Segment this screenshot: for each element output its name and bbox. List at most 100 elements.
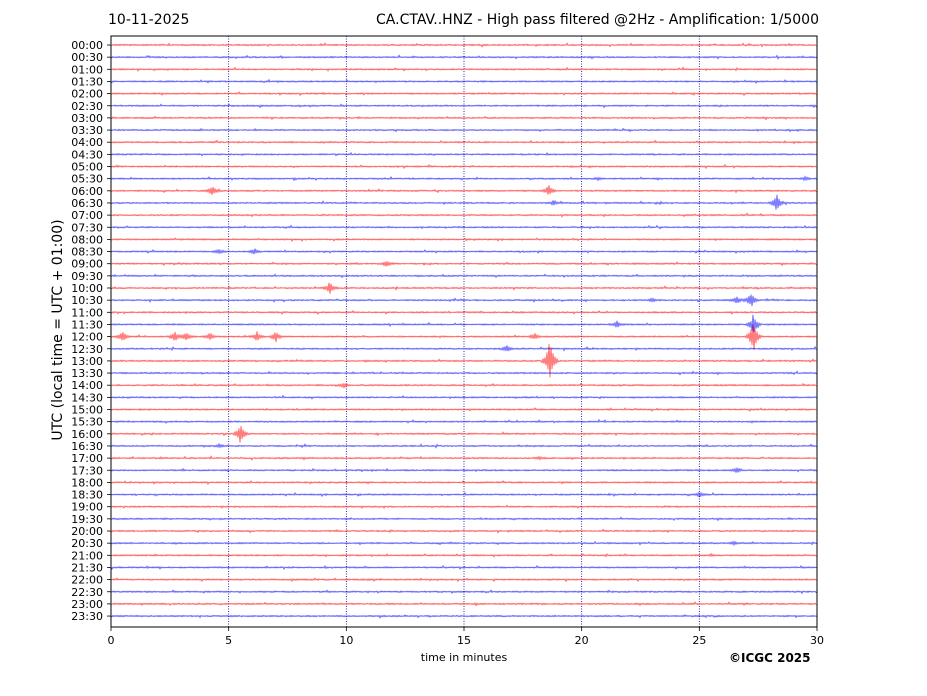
y-tick-label: 10:30 — [71, 294, 103, 307]
seismic-trace — [110, 540, 818, 547]
seismic-trace — [110, 528, 818, 534]
y-tick-label: 06:30 — [71, 197, 103, 210]
seismic-trace — [110, 455, 818, 461]
seismic-trace — [110, 66, 818, 72]
y-tick-label: 07:30 — [71, 221, 103, 234]
seismic-trace — [110, 589, 818, 595]
x-tick-label: 30 — [810, 634, 824, 647]
seismic-trace — [110, 394, 818, 400]
y-tick-label: 10:00 — [71, 282, 103, 295]
y-tick-label: 05:00 — [71, 161, 103, 174]
seismic-trace — [110, 480, 818, 486]
seismic-trace — [110, 103, 818, 109]
y-tick-label: 16:30 — [71, 440, 103, 453]
seismic-trace — [110, 91, 818, 97]
seismic-trace — [110, 151, 818, 157]
x-tick-label: 0 — [108, 634, 115, 647]
y-tick-label: 23:30 — [71, 610, 103, 623]
y-tick-label: 08:30 — [71, 246, 103, 259]
x-tick-label: 10 — [339, 634, 353, 647]
seismic-trace — [110, 418, 818, 424]
y-tick-label: 22:30 — [71, 586, 103, 599]
seismic-trace — [110, 614, 818, 619]
seismic-trace — [110, 467, 818, 473]
y-tick-label: 19:00 — [71, 501, 103, 514]
seismic-trace — [110, 407, 818, 412]
y-tick-label: 11:30 — [71, 318, 103, 331]
y-tick-label: 04:30 — [71, 148, 103, 161]
y-tick-label: 12:00 — [71, 331, 103, 344]
y-tick-label: 02:30 — [71, 100, 103, 113]
seismic-trace — [110, 370, 818, 376]
seismic-trace — [110, 314, 818, 333]
y-tick-label: 01:30 — [71, 75, 103, 88]
date-label: 10-11-2025 — [108, 12, 190, 28]
y-tick-label: 16:00 — [71, 428, 103, 441]
seismic-trace — [110, 425, 818, 443]
y-tick-label: 06:00 — [71, 185, 103, 198]
seismic-trace — [110, 343, 818, 378]
x-tick-label: 20 — [575, 634, 589, 647]
y-tick-label: 13:30 — [71, 367, 103, 380]
y-tick-label: 02:00 — [71, 88, 103, 101]
seismic-trace — [110, 115, 818, 121]
seismic-trace — [110, 491, 818, 498]
y-tick-label: 09:30 — [71, 270, 103, 283]
seismic-trace — [110, 212, 818, 218]
copyright-label: ©ICGC 2025 — [729, 651, 811, 665]
y-tick-label: 18:00 — [71, 476, 103, 489]
seismic-trace — [110, 248, 818, 255]
y-tick-label: 14:30 — [71, 391, 103, 404]
y-tick-label: 11:00 — [71, 306, 103, 319]
seismic-trace — [110, 442, 818, 449]
chart-title: CA.CTAV..HNZ - High pass filtered @2Hz -… — [376, 12, 819, 28]
y-tick-label: 14:00 — [71, 379, 103, 392]
y-tick-label: 12:30 — [71, 343, 103, 356]
y-tick-label: 09:00 — [71, 258, 103, 271]
y-tick-label: 05:30 — [71, 173, 103, 186]
y-tick-label: 15:00 — [71, 404, 103, 417]
y-tick-label: 23:00 — [71, 598, 103, 611]
seismic-trace — [110, 282, 818, 294]
y-tick-label: 17:00 — [71, 452, 103, 465]
y-tick-label: 18:30 — [71, 489, 103, 502]
y-tick-label: 03:00 — [71, 112, 103, 125]
seismic-trace — [110, 194, 818, 210]
seismic-trace — [110, 294, 818, 307]
seismic-trace — [110, 224, 818, 230]
y-tick-label: 03:30 — [71, 124, 103, 137]
seismic-trace — [110, 175, 818, 182]
y-tick-label: 00:00 — [71, 39, 103, 52]
y-tick-label: 20:30 — [71, 537, 103, 550]
seismic-trace — [110, 127, 818, 133]
y-tick-label: 01:00 — [71, 63, 103, 76]
seismic-trace — [110, 552, 818, 558]
y-tick-label: 15:30 — [71, 416, 103, 429]
y-tick-label: 07:00 — [71, 209, 103, 222]
y-tick-label: 13:00 — [71, 355, 103, 368]
y-tick-label: 17:30 — [71, 464, 103, 477]
x-axis-label: time in minutes — [420, 651, 508, 664]
y-tick-label: 19:30 — [71, 513, 103, 526]
seismic-trace — [110, 382, 818, 389]
seismic-trace — [110, 185, 818, 195]
seismic-trace — [110, 564, 818, 570]
seismic-trace — [110, 577, 818, 583]
y-tick-label: 21:00 — [71, 549, 103, 562]
y-tick-label: 00:30 — [71, 51, 103, 64]
y-tick-label: 08:00 — [71, 233, 103, 246]
seismic-trace — [110, 260, 818, 267]
y-tick-label: 20:00 — [71, 525, 103, 538]
y-tick-label: 22:00 — [71, 574, 103, 587]
y-axis-label: UTC (local time = UTC + 01:00) — [50, 219, 66, 441]
seismic-trace — [110, 516, 818, 522]
seismic-trace — [110, 237, 818, 243]
seismic-trace — [110, 42, 818, 48]
x-tick-label: 5 — [225, 634, 232, 647]
y-tick-label: 21:30 — [71, 561, 103, 574]
seismic-trace — [110, 324, 818, 350]
x-tick-label: 15 — [457, 634, 471, 647]
seismic-trace — [110, 273, 818, 279]
x-tick-label: 25 — [692, 634, 706, 647]
